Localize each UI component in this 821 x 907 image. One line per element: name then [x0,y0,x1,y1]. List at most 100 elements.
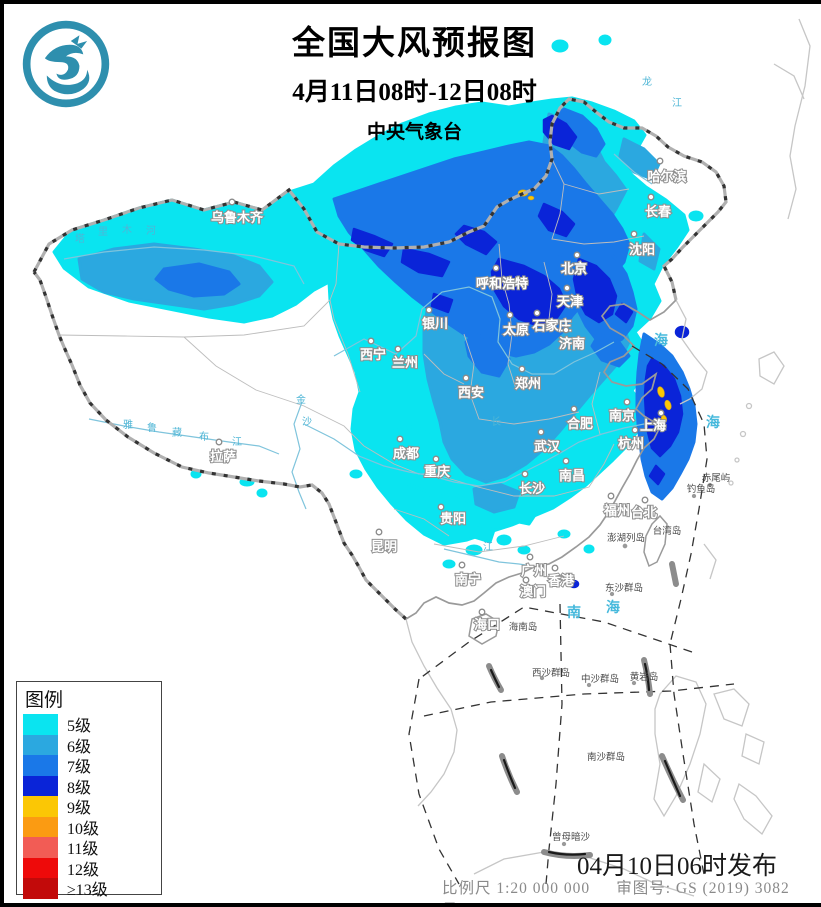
sea-label: 海 [706,414,720,430]
river-label: 江 [672,97,682,109]
city-label: 广州 [521,563,547,578]
city-label: 福州 [603,503,630,518]
island-label: 中沙群岛 [581,673,619,685]
river-label: 里 [98,226,108,238]
river-label: 长 [491,416,501,428]
map-scale: 比例尺 1:20 000 000 [442,880,591,897]
river-label: 雅 [123,418,133,431]
city-label: 南昌 [559,468,585,483]
city-label: 沈阳 [629,242,655,257]
legend-item-label: 8级 [67,779,92,797]
city-marker: 呼和浩特 [475,264,529,292]
city-marker: 济南 [558,326,586,352]
rivers [63,153,657,567]
city-label: 拉萨 [210,449,236,464]
city-marker: 贵阳 [437,503,467,527]
island-label: 南沙群岛 [587,751,625,763]
legend-item: 7级 [23,755,161,776]
city-label: 上海 [640,418,666,433]
city-label: 西安 [458,385,484,400]
legend-item: 12级 [23,857,161,879]
legend-color-swatch [23,775,58,796]
legend-item-label: 5级 [67,718,92,736]
legend-item-label: 11级 [67,841,99,859]
cma-dragon-logo-icon [22,20,110,108]
legend-item-label: 10级 [67,820,100,838]
city-label: 银川 [422,316,448,331]
city-label: 长春 [645,204,672,219]
city-label: 呼和浩特 [476,276,528,291]
land-border-southwest [32,271,408,621]
island-label: 黄岩岛 [630,671,659,683]
city-label: 天津 [557,294,583,309]
legend-box: 图例 5级 6级 7级 8级 9级 10级 11级 12级 ≥13级 [16,681,162,899]
city-label: 台北 [631,505,657,520]
city-label: 太原 [502,322,529,337]
legend-item: 10级 [23,816,161,838]
city-label: 郑州 [515,376,541,391]
city-marker: 武汉 [533,428,562,455]
city-label: 武汉 [534,439,561,454]
sea-labels-layer: 海海南海 [567,332,720,620]
legend-item: 6级 [23,734,161,756]
legend-item: 5级 [23,714,161,735]
island-label: 赤尾屿 [702,472,731,484]
river-label: 沙 [302,416,312,428]
city-label: 昆明 [371,539,397,554]
sea-label: 海 [654,332,668,348]
city-label: 重庆 [424,464,450,479]
river-label: 藏 [172,427,182,439]
city-marker: 西宁 [359,337,387,363]
legend-rows: 5级 6级 7级 8级 9级 10级 11级 12级 ≥13级 [23,714,161,899]
city-marker: 成都 [392,435,420,462]
city-marker: 南宁 [454,561,482,588]
city-label: 南京 [609,408,635,423]
taiwan-island [643,514,668,568]
city-marker: 长春 [644,193,673,220]
city-label: 兰州 [392,355,418,370]
legend-color-swatch [23,714,58,735]
city-label: 澳门 [520,584,546,599]
city-marker: 南京 [608,398,636,424]
legend-item-label: 6级 [67,738,92,756]
legend-item-label: 12级 [67,861,100,879]
legend-color-swatch [23,734,58,755]
city-label: 南宁 [455,572,481,587]
city-marker: 石家庄 [530,309,573,334]
city-label: 济南 [559,336,585,351]
city-label: 贵阳 [440,511,466,526]
island-label: 钓鱼岛 [687,483,716,495]
legend-item-label: ≥13级 [67,882,108,900]
city-marker: 拉萨 [209,438,237,465]
river-label: 塔 [75,232,85,245]
city-marker: 海口 [473,608,501,633]
city-marker: 哈尔滨 [646,157,688,185]
nine-dash-line-cores [489,662,682,856]
coastline [405,299,677,620]
city-marker: 银川 [421,306,449,332]
legend-color-swatch [23,857,58,878]
city-marker: 福州 [602,492,631,519]
legend-color-swatch [23,878,58,899]
legend-item: 11级 [23,837,161,858]
city-marker: 兰州 [391,345,419,371]
river-label: 金 [296,393,306,406]
city-marker: 南昌 [558,457,586,484]
city-marker: 长沙 [518,470,546,497]
wind-area-level9 [517,189,672,424]
publish-time: 04月10日06时发布 [576,853,777,880]
city-label: 杭州 [618,436,644,451]
river-label: 江 [483,541,493,553]
river-label: 木 [122,224,132,236]
city-marker: 香港 [546,564,576,589]
river-label: 布 [199,431,209,443]
city-marker: 广州 [520,553,548,579]
city-label: 香港 [547,573,575,588]
sea-label: 海 [606,599,620,615]
legend-item-label: 7级 [67,759,92,777]
city-marker: 澳门 [519,576,547,600]
legend-color-swatch [23,816,58,837]
city-marker: 合肥 [566,405,594,432]
